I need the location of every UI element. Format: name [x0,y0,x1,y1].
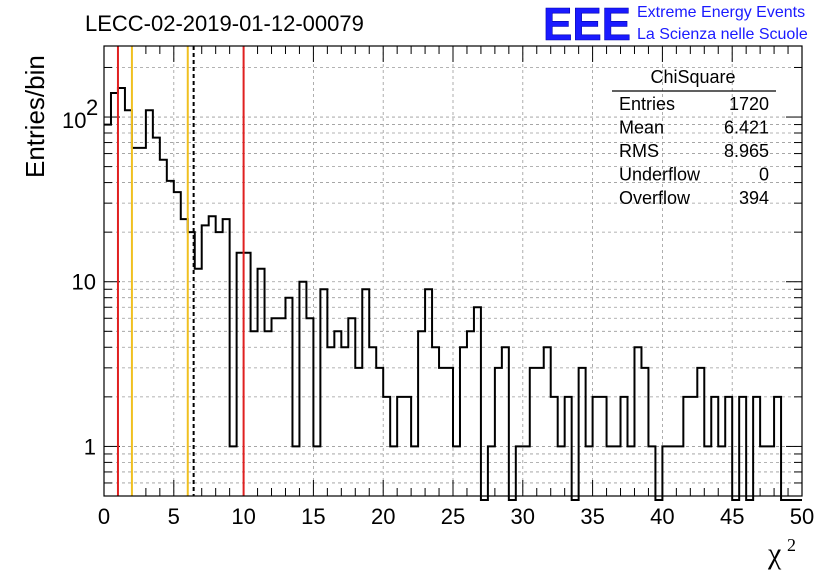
stats-value: 394 [739,188,769,208]
stats-label: Mean [619,118,664,138]
x-tick-labels: 0 5 10 15 20 25 30 35 40 45 50 [98,504,814,529]
x-axis-label-superscript: 2 [787,535,796,555]
plot-frame-border [103,45,803,497]
y-tick-label-exponent: 2 [86,95,98,120]
x-tick-label: 25 [441,504,465,529]
y-axis-label: Entries/bin [20,55,50,178]
stats-box: ChiSquare Entries 1720 Mean 6.421 RMS 8.965 Un… [612,67,776,208]
stats-value: 1720 [729,94,769,114]
x-tick-label: 30 [511,504,535,529]
histogram-bars [104,87,802,501]
stats-label: Entries [619,94,675,114]
eee-logo: EEE Extreme Energy Events La Scienza nel… [543,0,808,50]
x-tick-label: 40 [650,504,674,529]
histogram-outline [104,87,802,501]
y-tick-label: 10 [62,108,86,133]
stats-label: RMS [619,141,659,161]
stats-rows: Entries 1720 Mean 6.421 RMS 8.965 Underflow 0 Ov… [619,94,769,208]
logo-subtitle-line2: La Scienza nelle Scuole [637,26,808,43]
x-tick-label: 5 [168,504,180,529]
x-axis-label: χ [767,537,782,570]
y-tick-label: 10 [72,270,96,295]
plot-frame [103,45,803,497]
stats-label: Underflow [619,165,701,185]
x-tick-label: 20 [371,504,395,529]
chart-title: LECC-02-2019-01-12-00079 [85,11,364,36]
x-tick-label: 35 [580,504,604,529]
x-tick-label: 15 [301,504,325,529]
x-tick-label: 45 [720,504,744,529]
x-tick-label: 50 [790,504,814,529]
x-tick-label: 10 [231,504,255,529]
marker-lines [116,46,245,496]
stats-value: 8.965 [724,141,769,161]
y-tick-label: 1 [84,434,96,459]
stats-title: ChiSquare [650,67,735,87]
stats-label: Overflow [619,188,691,208]
stats-value: 6.421 [724,118,769,138]
logo-subtitle-line1: Extreme Energy Events [637,4,805,21]
x-tick-label: 0 [98,504,110,529]
stats-value: 0 [759,165,769,185]
logo-text: EEE [543,0,631,50]
